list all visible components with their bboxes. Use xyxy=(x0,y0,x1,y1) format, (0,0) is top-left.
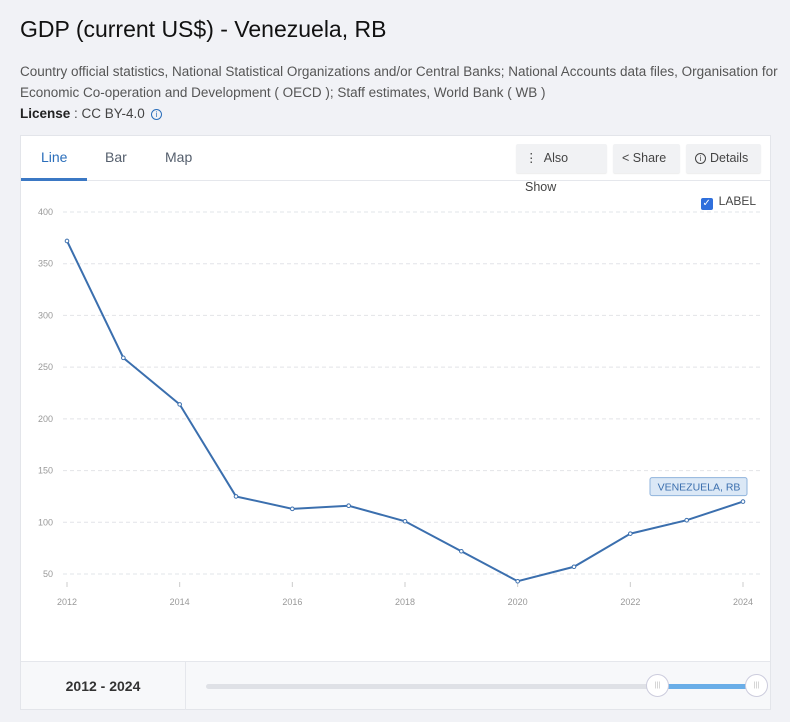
label-toggle[interactable]: ✓ LABEL xyxy=(700,194,756,210)
x-tick-label: 2012 xyxy=(57,597,77,607)
data-point xyxy=(290,506,295,512)
data-point xyxy=(459,548,464,554)
range-start-handle[interactable]: ||| xyxy=(646,674,669,697)
line-chart: 50 100 150 200 250 300 350 400 2012 2014 2016 2018 2… xyxy=(38,207,763,607)
y-tick-label: 150 xyxy=(38,466,53,476)
x-tick-label: 2024 xyxy=(733,597,753,607)
share-icon: < xyxy=(622,151,630,165)
active-tab-indicator xyxy=(21,178,87,181)
range-text: 2012 - 2024 xyxy=(21,662,186,710)
tab-bar: Line Bar Map ⋮ Also Show < Share i Detail… xyxy=(21,136,770,194)
range-slider-fill xyxy=(657,684,756,689)
data-point xyxy=(402,518,408,524)
data-point xyxy=(628,531,633,536)
y-tick-label: 50 xyxy=(43,569,53,579)
more-vertical-icon: ⋮ xyxy=(525,151,538,165)
also-show-button[interactable]: ⋮ Also Show xyxy=(516,144,607,194)
details-button[interactable]: i Details xyxy=(686,144,761,173)
x-tick-label: 2016 xyxy=(282,597,302,607)
tab-line[interactable]: Line xyxy=(41,149,68,165)
source-text: Country official statistics, National St… xyxy=(20,64,778,100)
info-icon[interactable]: i xyxy=(150,109,162,120)
data-point xyxy=(571,564,577,570)
range-footer: 2012 - 2024 ||| ||| xyxy=(21,661,770,710)
x-tick-label: 2020 xyxy=(508,597,528,607)
chart-card: Line Bar Map ⋮ Also Show < Share i Detail… xyxy=(20,135,771,710)
label-toggle-text: LABEL xyxy=(718,194,756,208)
series-label: VENEZUELA, RB xyxy=(658,482,741,494)
y-tick-label: 250 xyxy=(38,362,53,372)
share-label: Share xyxy=(632,151,667,165)
info-icon: i xyxy=(695,153,706,164)
range-slider-track[interactable] xyxy=(206,684,756,689)
details-label: Details xyxy=(710,151,749,165)
page-title: GDP (current US$) - Venezuela, RB xyxy=(20,16,387,42)
license: License : CC BY-4.0 i xyxy=(20,106,162,121)
data-point xyxy=(121,355,126,361)
also-show-label: Also Show xyxy=(525,151,569,194)
data-point xyxy=(740,499,746,504)
series-label-box xyxy=(649,477,748,497)
data-point xyxy=(346,503,351,509)
range-end-handle[interactable]: ||| xyxy=(745,674,768,697)
tab-bar-chart[interactable]: Bar xyxy=(105,149,127,165)
series-line xyxy=(66,240,744,583)
checkbox-checked-icon[interactable]: ✓ xyxy=(700,198,713,210)
tab-map[interactable]: Map xyxy=(165,149,193,165)
y-tick-label: 100 xyxy=(38,517,53,527)
y-tick-label: 200 xyxy=(38,414,53,424)
data-point xyxy=(233,494,239,499)
x-tick-label: 2018 xyxy=(395,597,415,607)
data-point xyxy=(684,517,689,523)
data-point xyxy=(515,578,520,584)
data-point xyxy=(64,238,70,244)
share-button[interactable]: < Share xyxy=(613,144,680,173)
license-label: License xyxy=(20,106,71,121)
y-tick-label: 300 xyxy=(38,310,53,320)
x-tick-label: 2022 xyxy=(620,597,640,607)
license-value: : CC BY-4.0 xyxy=(70,106,145,121)
data-point xyxy=(177,402,182,407)
y-tick-label: 350 xyxy=(38,259,53,269)
x-tick-label: 2014 xyxy=(170,597,190,607)
y-tick-label: 400 xyxy=(38,207,53,217)
